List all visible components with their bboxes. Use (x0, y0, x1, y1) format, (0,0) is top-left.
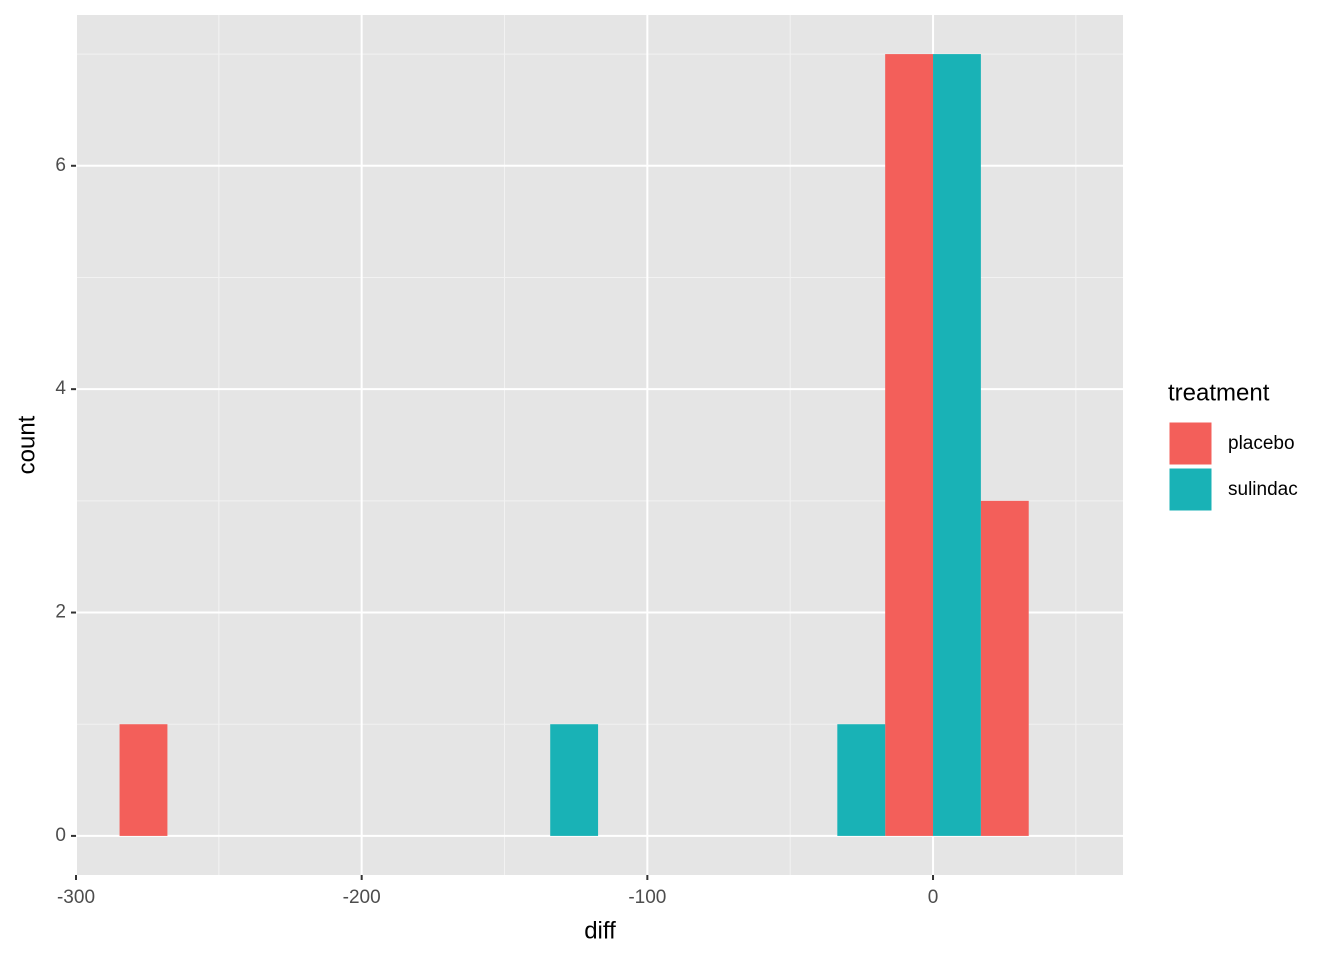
bar (550, 724, 599, 836)
y-axis-title: count (13, 415, 40, 474)
x-tick-label: -200 (343, 887, 381, 908)
y-tick-label: 0 (55, 825, 66, 846)
x-tick-label: -100 (628, 887, 666, 908)
legend-label: sulindac (1228, 479, 1298, 500)
x-tick-label: 0 (928, 887, 939, 908)
bar (119, 724, 168, 836)
y-tick-label: 2 (55, 602, 66, 623)
legend-title: treatment (1168, 379, 1270, 406)
bar (837, 724, 886, 836)
bar (885, 54, 934, 836)
x-axis-title: diff (584, 917, 616, 944)
legend-key (1168, 421, 1213, 466)
bar (980, 500, 1029, 836)
bar (933, 54, 981, 836)
legend-key (1168, 467, 1213, 512)
y-tick-label: 4 (55, 378, 66, 399)
legend-label: placebo (1228, 433, 1295, 454)
y-tick-label: 6 (55, 155, 66, 176)
x-tick-label: -300 (57, 887, 95, 908)
